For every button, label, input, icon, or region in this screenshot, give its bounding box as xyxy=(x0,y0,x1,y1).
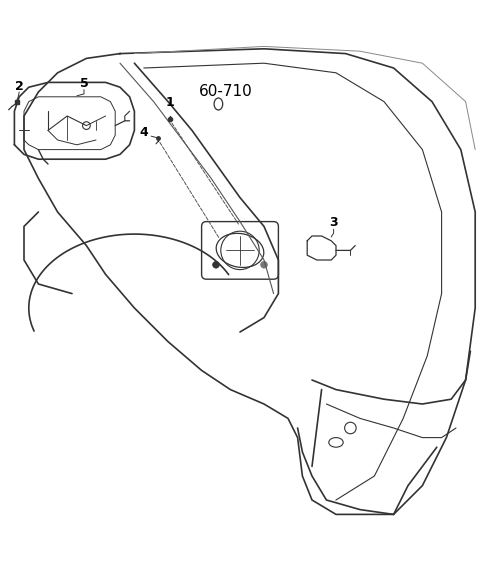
Text: 60-710: 60-710 xyxy=(199,85,252,99)
Text: 5: 5 xyxy=(80,77,88,90)
Text: 2: 2 xyxy=(15,80,24,93)
Text: 3: 3 xyxy=(329,216,338,229)
Text: 1: 1 xyxy=(166,97,175,110)
Circle shape xyxy=(261,261,267,268)
Text: 4: 4 xyxy=(140,126,148,139)
Circle shape xyxy=(213,261,219,268)
